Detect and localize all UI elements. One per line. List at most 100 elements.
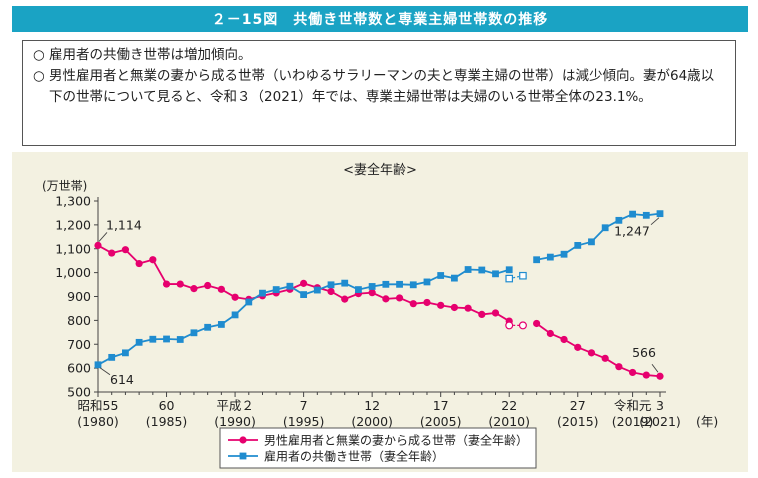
legend-label: 男性雇用者と無業の妻から成る世帯（妻全年齢） [264, 433, 528, 448]
legend-box [219, 427, 537, 469]
series-point-0 [395, 294, 404, 302]
line-chart: <妻全年齢> (万世帯) (年) 500 600 700 800 900 1,000 1,1… [42, 162, 718, 469]
series-point-1 [588, 238, 595, 246]
series-point-1 [615, 216, 623, 224]
series-point-0 [464, 304, 472, 312]
data-label: 566 [632, 345, 656, 360]
series-point-1 [355, 286, 362, 293]
series-point-1 [396, 280, 403, 288]
x-tick-label: 昭和55 [78, 398, 119, 413]
figure-title: ２－15図 共働き世帯数と専業主婦世帯数の推移 [211, 12, 549, 28]
series-point-0 [149, 256, 157, 264]
legend-label: 雇用者の共働き世帯（妻全年齢） [264, 449, 444, 464]
summary-text-1: 雇用者の共働き世帯は増加傾向。 [49, 47, 252, 63]
series-point-0 [327, 287, 335, 296]
series-point-0 [94, 241, 102, 250]
series-point-0 [423, 298, 431, 307]
series-point-0 [162, 280, 171, 288]
legend-swatch-marker [239, 436, 247, 444]
data-label-leader [99, 367, 111, 376]
y-axis-label: (万世帯) [42, 179, 87, 193]
y-tick-label: 1,200 [55, 217, 91, 232]
series-point-1 [656, 210, 664, 218]
series-point-0 [409, 300, 417, 308]
series-point-0 [437, 301, 445, 309]
series-point-1 [272, 286, 280, 293]
series-point-0 [491, 309, 500, 317]
x-tick-label-year: (2005) [420, 414, 462, 429]
series-point-1 [450, 274, 458, 282]
series-point-0 [574, 343, 582, 351]
series-point-0 [121, 246, 130, 254]
series-point-1 [601, 224, 609, 232]
x-tick-label: 60 [159, 398, 175, 413]
summary-text-2: 男性雇用者と無業の妻から成る世帯（いわゆるサラリーマンの夫と専業主婦の世帯）は減… [49, 68, 715, 105]
summary-bullet: ○ [33, 68, 45, 84]
data-label-leader [651, 363, 659, 373]
series-point-1 [341, 279, 349, 287]
series-point-0 [300, 279, 308, 287]
series-point-1 [327, 281, 335, 289]
x-tick-label: 17 [433, 398, 449, 413]
legend-swatch-marker [239, 452, 247, 460]
y-tick-label: 600 [67, 361, 91, 376]
series-point-1 [642, 211, 650, 219]
series-point-1 [368, 283, 376, 290]
data-label: 1,247 [614, 224, 650, 239]
data-label-leader [98, 232, 108, 242]
x-tick-label: 3 [656, 398, 664, 413]
series-point-0 [382, 295, 390, 303]
series-point-1 [176, 336, 184, 343]
series-point-1 [245, 298, 253, 306]
series-point-1 [122, 349, 129, 357]
hollow-point-0 [518, 321, 527, 330]
series-point-1 [560, 250, 568, 258]
series-point-1 [217, 321, 225, 328]
hollow-point-1 [505, 274, 514, 283]
x-tick-label-year: (2015) [557, 414, 599, 429]
series-point-1 [204, 323, 212, 331]
series-point-0 [601, 354, 609, 362]
series-point-1 [190, 329, 198, 337]
series-point-1 [478, 266, 486, 274]
figure-title-bar: ２－15図 共働き世帯数と専業主婦世帯数の推移 [12, 6, 748, 32]
data-label: 614 [110, 372, 134, 387]
hollow-point-0 [505, 321, 514, 330]
series-point-0 [341, 295, 349, 303]
series-point-0 [450, 303, 458, 312]
x-tick-label: 令和元 [614, 398, 652, 413]
series-point-1 [149, 335, 157, 343]
data-label: 1,114 [106, 217, 142, 232]
series-point-0 [587, 349, 596, 357]
series-point-0 [231, 293, 239, 301]
series-point-1 [574, 242, 582, 249]
x-tick-label: 7 [300, 398, 308, 413]
data-label-leader [650, 217, 660, 225]
series-point-0 [368, 289, 376, 297]
x-tick-label: 平成２ [216, 398, 254, 413]
y-tick-label: 500 [67, 385, 91, 400]
series-point-1 [286, 282, 294, 290]
series-line-0 [536, 322, 661, 378]
series-point-0 [533, 319, 541, 328]
series-point-1 [313, 286, 321, 294]
y-tick-label: 1,300 [55, 194, 91, 209]
x-tick-label-year: (1985) [146, 414, 188, 429]
x-tick-label-year: (2010) [488, 414, 530, 429]
chart-area: <妻全年齢> (万世帯) (年) 500 600 700 800 900 1,000 1,1… [12, 152, 748, 472]
y-tick-label: 900 [67, 289, 91, 304]
series-point-0 [204, 281, 212, 290]
series-point-1 [231, 311, 239, 319]
x-tick-label-year: (1995) [283, 414, 325, 429]
series-point-1 [163, 335, 170, 343]
series-point-0 [190, 285, 198, 293]
x-tick-label-year: (1980) [77, 414, 119, 429]
summary-item-1: ○ 雇用者の共働き世帯は増加傾向。 [33, 45, 725, 66]
x-tick-label-year: (2019) [612, 414, 654, 429]
y-tick-label: 1,100 [55, 241, 91, 256]
x-tick-label: 12 [364, 398, 380, 413]
series-point-1 [94, 361, 102, 369]
x-tick-label: 22 [501, 398, 517, 413]
series-point-1 [505, 266, 513, 274]
series-point-1 [437, 272, 445, 279]
